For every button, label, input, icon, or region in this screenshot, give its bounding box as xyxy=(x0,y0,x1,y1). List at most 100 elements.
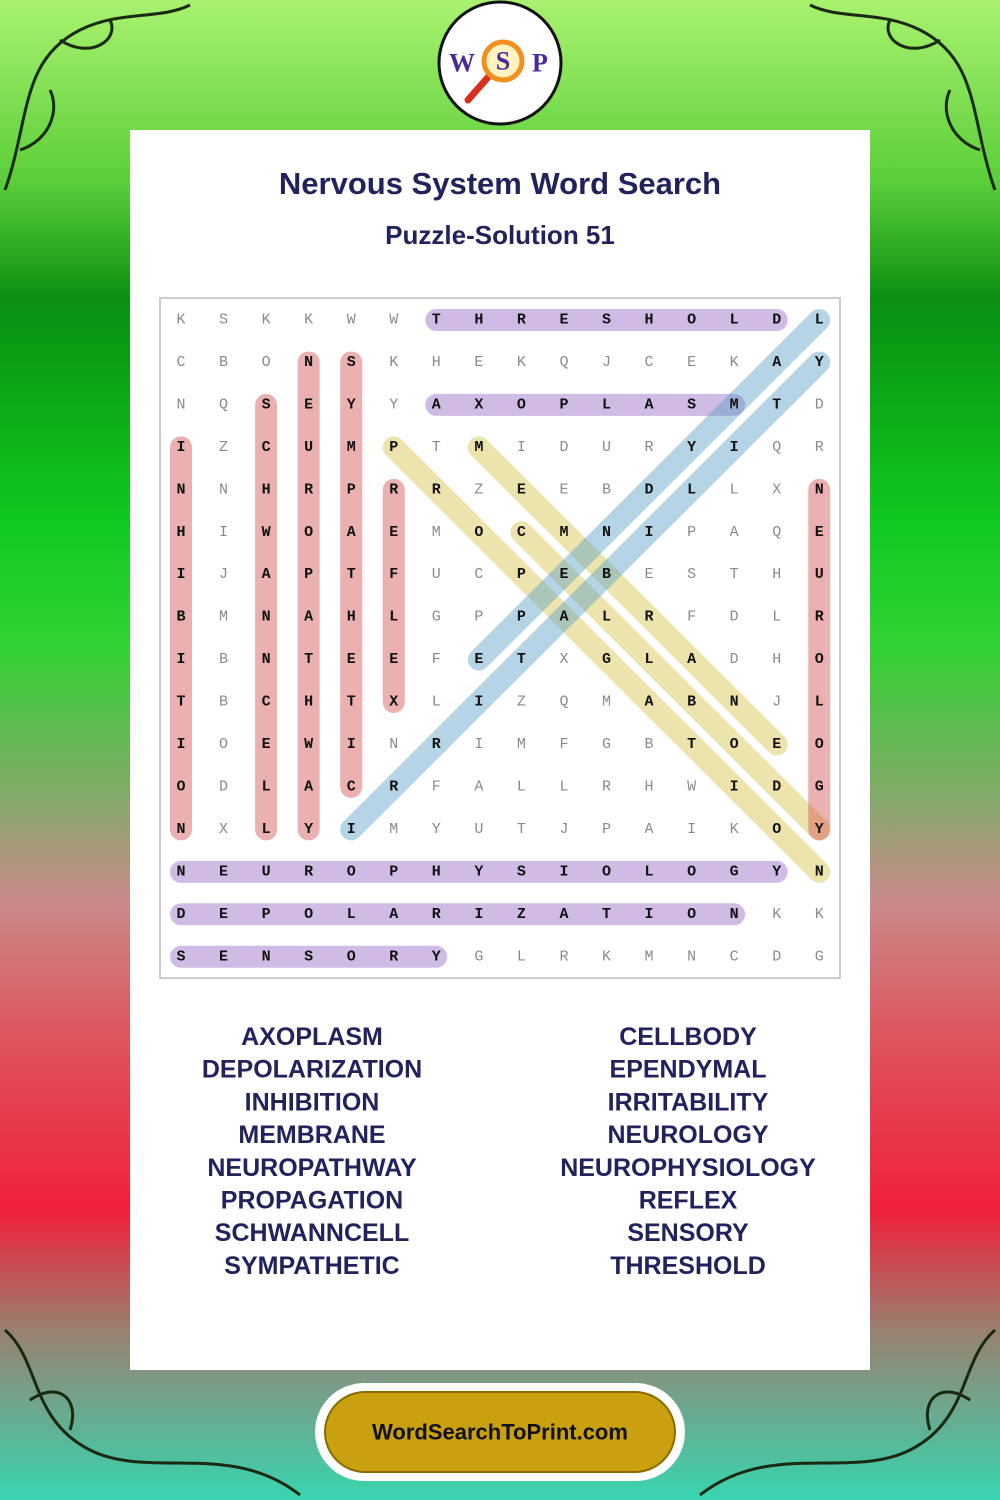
grid-letter: S xyxy=(517,863,526,880)
grid-letter: N xyxy=(389,736,398,753)
grid-letter: G xyxy=(815,948,824,965)
ornament-top-left xyxy=(3,3,191,191)
grid-letter: D xyxy=(730,609,739,626)
grid-letter: B xyxy=(219,354,228,371)
grid-letter: S xyxy=(687,566,696,583)
word-highlight xyxy=(467,309,831,671)
grid-letter: X xyxy=(389,694,398,711)
grid-letter: U xyxy=(432,566,441,583)
grid-letter: E xyxy=(389,651,398,668)
grid-letter: U xyxy=(602,439,611,456)
grid-letter: O xyxy=(474,524,483,541)
grid-letter: J xyxy=(559,821,568,838)
grid-letter: N xyxy=(262,651,271,668)
grid-letter: Z xyxy=(517,906,526,923)
grid-letter: C xyxy=(262,694,271,711)
grid-letter: R xyxy=(517,312,526,329)
grid-letter: T xyxy=(432,312,441,329)
grid-letter: I xyxy=(474,694,483,711)
grid-letter: K xyxy=(304,312,313,329)
grid-letter: D xyxy=(730,651,739,668)
grid-letter: K xyxy=(815,906,824,923)
grid-letter: R xyxy=(815,439,824,456)
grid-letter: Z xyxy=(219,439,228,456)
grid-letter: H xyxy=(645,312,654,329)
grid-letter: Y xyxy=(389,396,398,413)
grid-letter: Y xyxy=(772,863,781,880)
grid-letter: R xyxy=(389,481,398,498)
grid-letter: K xyxy=(389,354,398,371)
grid-letter: L xyxy=(517,948,526,965)
grid-letter: W xyxy=(687,778,696,795)
ornament-top-right xyxy=(809,3,997,191)
grid-letter: O xyxy=(687,906,696,923)
grid-letter: U xyxy=(304,439,313,456)
grid-letter: R xyxy=(645,609,654,626)
word-list-item: DEPOLARIZATION xyxy=(202,1056,422,1084)
grid-letter: B xyxy=(602,481,611,498)
grid-letter: A xyxy=(687,651,696,668)
grid-letter: D xyxy=(772,312,781,329)
grid-letter: L xyxy=(815,312,824,329)
grid-letter: J xyxy=(772,694,781,711)
word-list-item: NEUROPHYSIOLOGY xyxy=(560,1154,816,1182)
grid-letter: T xyxy=(730,566,739,583)
grid-letter: X xyxy=(772,481,781,498)
grid-letter: D xyxy=(772,948,781,965)
grid-letter: M xyxy=(559,524,568,541)
grid-letter: A xyxy=(559,609,568,626)
grid-letter: A xyxy=(347,524,356,541)
grid-letter: O xyxy=(262,354,271,371)
grid-letter: O xyxy=(687,863,696,880)
grid-letter: Y xyxy=(432,821,441,838)
word-list-item: INHIBITION xyxy=(245,1088,380,1116)
grid-letter: R xyxy=(559,948,568,965)
grid-letter: A xyxy=(389,906,398,923)
grid-letter: H xyxy=(304,694,313,711)
grid-letter: C xyxy=(474,566,483,583)
grid-letter: P xyxy=(517,609,526,626)
word-list-item: NEUROPATHWAY xyxy=(207,1154,417,1182)
grid-letter: Q xyxy=(772,524,781,541)
grid-letter: T xyxy=(772,396,781,413)
grid-letter: A xyxy=(730,524,739,541)
grid-letter: A xyxy=(304,778,313,795)
grid-letter: N xyxy=(815,863,824,880)
grid-letter: K xyxy=(176,312,185,329)
grid-letter: Y xyxy=(347,396,356,413)
grid-letter: C xyxy=(730,948,739,965)
word-list-item: CELLBODY xyxy=(619,1023,757,1051)
grid-letter: G xyxy=(730,863,739,880)
grid-letter: P xyxy=(559,396,568,413)
grid-letter: L xyxy=(602,396,611,413)
grid-letter: A xyxy=(432,396,441,413)
grid-letter: E xyxy=(687,354,696,371)
word-list-item: NEUROLOGY xyxy=(607,1121,768,1149)
grid-letter: R xyxy=(389,778,398,795)
grid-letter: N xyxy=(176,821,185,838)
logo-letter: W xyxy=(449,49,475,78)
grid-letter: F xyxy=(389,566,398,583)
grid-letter: S xyxy=(687,396,696,413)
grid-letter: P xyxy=(389,439,398,456)
grid-letter: T xyxy=(347,694,356,711)
grid-letter: B xyxy=(645,736,654,753)
grid-letter: E xyxy=(772,736,781,753)
grid-letter: L xyxy=(730,481,739,498)
grid-letter: P xyxy=(304,566,313,583)
grid-letter: R xyxy=(432,736,441,753)
grid-letter: I xyxy=(176,651,185,668)
title: Nervous System Word Search xyxy=(279,166,721,201)
grid-letter: X xyxy=(219,821,228,838)
word-list-item: THRESHOLD xyxy=(610,1252,766,1280)
grid-letter: D xyxy=(219,778,228,795)
grid-letter: L xyxy=(347,906,356,923)
grid-letter: N xyxy=(262,948,271,965)
word-list-item: SCHWANNCELL xyxy=(215,1219,409,1247)
grid-letter: R xyxy=(432,906,441,923)
word-highlight xyxy=(340,351,831,841)
grid-letter: P xyxy=(602,821,611,838)
grid-letter: A xyxy=(645,821,654,838)
grid-letter: D xyxy=(176,906,185,923)
letter-grid: K S K K W W T H R E S H O L D L C B O N S K H E K Q J C E K A Y N Q S E Y Y A X… xyxy=(176,312,823,966)
